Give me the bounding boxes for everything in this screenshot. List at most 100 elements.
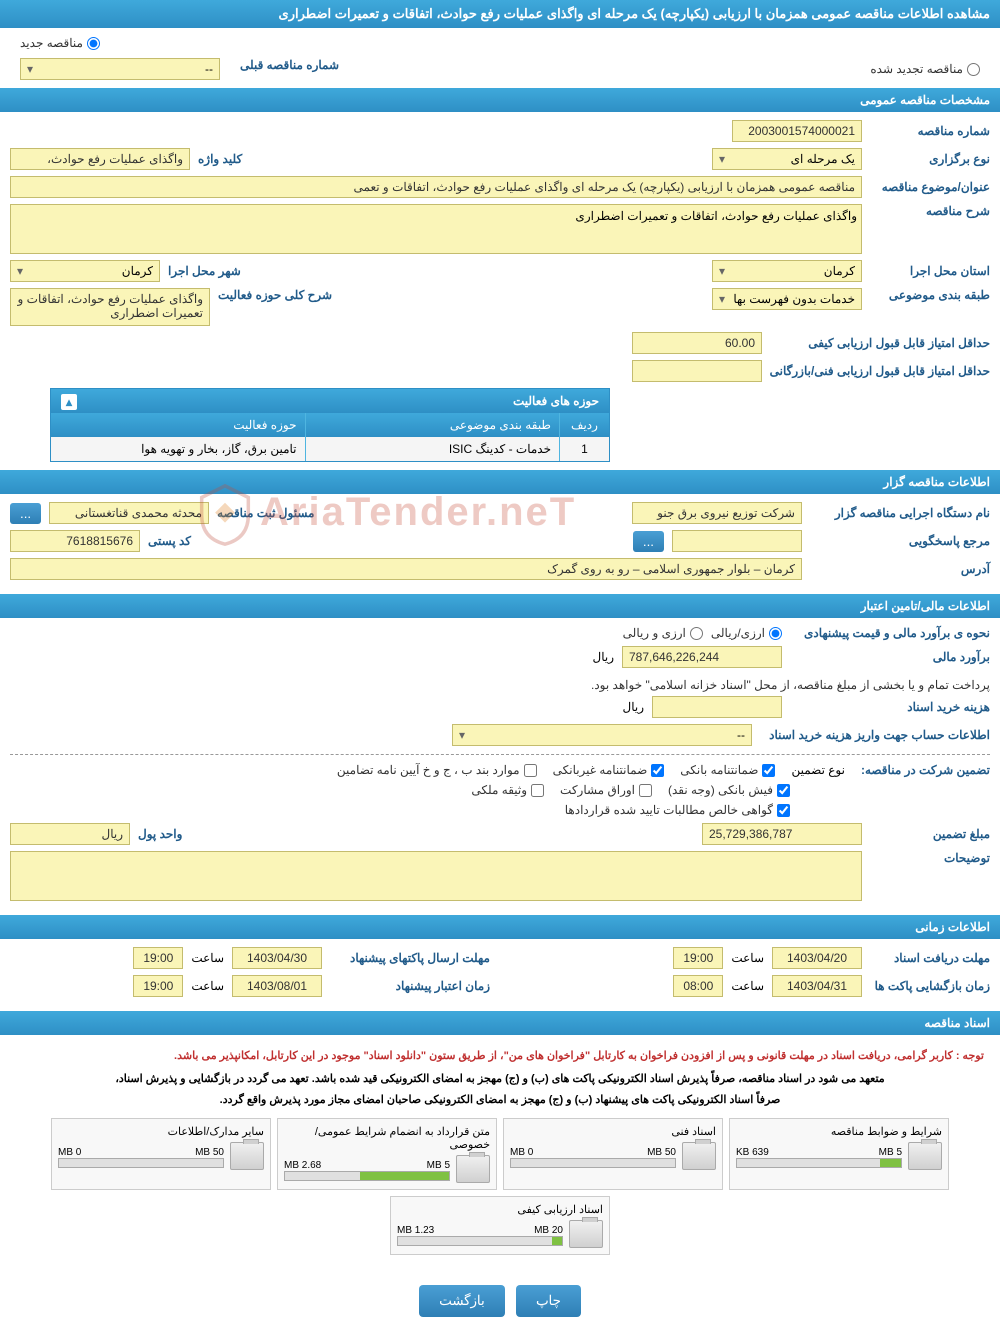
doc-deadline-date: 1403/04/20 (772, 947, 862, 969)
g-unit-label: واحد پول (138, 827, 182, 841)
min-tech-label: حداقل امتیاز قابل قبول ارزیابی فنی/بازرگ… (770, 364, 990, 378)
folder-icon (682, 1142, 716, 1170)
progress-bar (58, 1158, 224, 1168)
doc-max: 50 MB (195, 1147, 224, 1158)
title: مناقصه عمومی همزمان با ارزیابی (یکپارچه)… (10, 176, 862, 198)
act-desc: واگذای عملیات رفع حوادث، اتفاقات و تعمیر… (10, 288, 210, 326)
g-notes (10, 851, 862, 901)
doc-box[interactable]: سایر مدارک/اطلاعات 50 MB0 MB (51, 1118, 271, 1190)
time-label-4: ساعت (191, 979, 224, 993)
prev-tender-select[interactable]: -- (20, 58, 220, 80)
method-label: نحوه ی برآورد مالی و قیمت پیشنهادی (790, 626, 990, 640)
collapse-icon[interactable]: ▴ (61, 394, 77, 410)
guarantee-label: تضمین شرکت در مناقصه: (861, 763, 990, 777)
respond-more-button[interactable]: ... (633, 531, 664, 552)
radio-renew[interactable]: مناقصه تجدید شده (870, 58, 980, 80)
open-time: 08:00 (673, 975, 723, 997)
g6[interactable]: وثیقه ملکی (471, 783, 544, 797)
open-label: زمان بازگشایی پاکت ها (870, 979, 990, 993)
folder-icon (908, 1142, 942, 1170)
section-finance: اطلاعات مالی/تامین اعتبار (0, 594, 1000, 618)
section-general: مشخصات مناقصه عمومی (0, 88, 1000, 112)
doc-max: 20 MB (534, 1225, 563, 1236)
send-deadline-date: 1403/04/30 (232, 947, 322, 969)
cell-act: تامین برق، گاز، بخار و تهویه هوا (51, 437, 305, 461)
cell-cat: خدمات - کدینگ ISIC (305, 437, 560, 461)
g2[interactable]: ضمانتنامه غیربانکی (553, 763, 665, 777)
doc-cost (652, 696, 782, 718)
cell-num: 1 (559, 437, 609, 461)
province-label: استان محل اجرا (870, 264, 990, 278)
activity-table: حوزه های فعالیت ▴ ردیف طبقه بندی موضوعی … (50, 388, 610, 462)
address: کرمان – بلوار جمهوری اسلامی – رو به روی … (10, 558, 802, 580)
doc-title: اسناد فنی (510, 1125, 716, 1138)
col-cat: طبقه بندی موضوعی (305, 413, 560, 437)
account-select[interactable]: -- (452, 724, 752, 746)
doc-max: 5 MB (427, 1160, 450, 1171)
progress-bar (510, 1158, 676, 1168)
table-row: 1 خدمات - کدینگ ISIC تامین برق، گاز، بخا… (51, 437, 609, 461)
time-label-1: ساعت (731, 951, 764, 965)
print-button[interactable]: چاپ (516, 1285, 581, 1317)
progress-bar (397, 1236, 563, 1246)
prev-tender-label: شماره مناقصه قبلی (240, 58, 339, 80)
g-amount: 25,729,386,787 (702, 823, 862, 845)
watermark-logo (190, 480, 260, 550)
doc-cost-unit: ریال (622, 700, 644, 714)
province-select[interactable]: کرمان (712, 260, 862, 282)
doc-deadline-label: مهلت دریافت اسناد (870, 951, 990, 965)
g1[interactable]: ضمانتنامه بانکی (680, 763, 775, 777)
doc-box[interactable]: شرایط و ضوابط مناقصه 5 MB639 KB (729, 1118, 949, 1190)
time-label-2: ساعت (731, 979, 764, 993)
more-button[interactable]: ... (10, 503, 41, 524)
radio-new[interactable]: مناقصه جدید (20, 36, 100, 50)
respond (672, 530, 802, 552)
radio-renew-label: مناقصه تجدید شده (870, 62, 963, 76)
send-deadline-time: 19:00 (133, 947, 183, 969)
account-label: اطلاعات حساب جهت واریز هزینه خرید اسناد (760, 728, 990, 742)
tender-no-label: شماره مناقصه (870, 124, 990, 138)
act-desc-label: شرح کلی حوزه فعالیت (218, 288, 332, 302)
exec: شرکت توزیع نیروی برق جنو (632, 502, 802, 524)
postal: 7618815676 (10, 530, 140, 552)
address-label: آدرس (810, 562, 990, 576)
g7[interactable]: گواهی خالص مطالبات تایید شده قراردادها (565, 803, 790, 817)
doc-grid: شرایط و ضوابط مناقصه 5 MB639 KB اسناد فن… (10, 1110, 990, 1263)
estimate: 787,646,226,244 (622, 646, 782, 668)
reg: محدثه محمدی قناتغستانی (49, 502, 209, 524)
keyword: واگذای عملیات رفع حوادث، (10, 148, 190, 170)
postal-label: کد پستی (148, 534, 191, 548)
doc-box[interactable]: اسناد ارزیابی کیفی 20 MB1.23 MB (390, 1196, 610, 1255)
col-act: حوزه فعالیت (51, 413, 305, 437)
section-organizer: اطلاعات مناقصه گزار (0, 470, 1000, 494)
docs-note-2: متعهد می شود در اسناد مناقصه، صرفاً پذیر… (10, 1068, 990, 1089)
category-select[interactable]: خدمات بدون فهرست بها (712, 288, 862, 310)
open-date: 1403/04/31 (772, 975, 862, 997)
doc-box[interactable]: اسناد فنی 50 MB0 MB (503, 1118, 723, 1190)
hold-type-select[interactable]: یک مرحله ای (712, 148, 862, 170)
back-button[interactable]: بازگشت (419, 1285, 505, 1317)
g-unit: ریال (10, 823, 130, 845)
docs-note-3: صرفاً اسناد الکترونیکی پاکت های پیشنهاد … (10, 1089, 990, 1110)
guarantee-type-label: نوع تضمین (791, 763, 844, 777)
category-label: طبقه بندی موضوعی (870, 288, 990, 302)
doc-max: 5 MB (879, 1147, 902, 1158)
city-select[interactable]: کرمان (10, 260, 160, 282)
g-amount-label: مبلغ تضمین (870, 827, 990, 841)
doc-title: متن قرارداد به انضمام شرایط عمومی/خصوصی (284, 1125, 490, 1151)
doc-box[interactable]: متن قرارداد به انضمام شرایط عمومی/خصوصی … (277, 1118, 497, 1190)
keyword-label: کلید واژه (198, 152, 242, 166)
g4[interactable]: فیش بانکی (وجه نقد) (668, 783, 790, 797)
desc: واگذای عملیات رفع حوادث، اتفاقات و تعمیر… (10, 204, 862, 254)
folder-icon (456, 1155, 490, 1183)
g5[interactable]: اوراق مشارکت (560, 783, 652, 797)
activity-table-title: حوزه های فعالیت (513, 394, 599, 408)
doc-title: اسناد ارزیابی کیفی (397, 1203, 603, 1216)
g3[interactable]: موارد بند ب ، ج و خ آیین نامه تضامین (337, 763, 537, 777)
folder-icon (230, 1142, 264, 1170)
radio-curr[interactable]: ارزی و ریالی (623, 626, 703, 640)
radio-rial[interactable]: ارزی/ریالی (711, 626, 782, 640)
finance-note: پرداخت تمام و یا بخشی از مبلغ مناقصه، از… (10, 674, 990, 696)
col-num: ردیف (559, 413, 609, 437)
doc-cost-label: هزینه خرید اسناد (790, 700, 990, 714)
